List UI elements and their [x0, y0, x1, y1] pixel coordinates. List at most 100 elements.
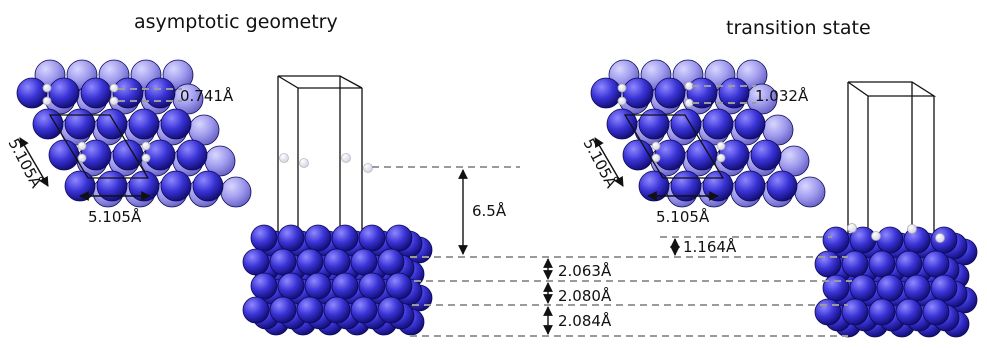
- surface-atom: [670, 108, 702, 140]
- title-asymptotic-geometry: asymptotic geometry: [134, 11, 338, 33]
- label-layer-3: 2.084Å: [558, 311, 612, 330]
- slab-atom: [814, 298, 842, 326]
- slab-atom: [242, 296, 270, 324]
- slab-atom: [377, 248, 405, 276]
- label-layer-1: 2.063Å: [558, 261, 612, 280]
- label-cell-side-right: 5.105Å: [579, 135, 621, 192]
- slab-atom: [903, 274, 931, 302]
- slab-atom: [304, 224, 332, 252]
- hydrogen-atom: [716, 141, 726, 151]
- surface-atom: [622, 77, 654, 109]
- slab-atom: [277, 224, 305, 252]
- surface-atom: [64, 108, 96, 140]
- vacuum-box-left: [277, 75, 363, 245]
- slab-atom: [331, 272, 359, 300]
- top-view-slab-right: [590, 59, 826, 208]
- slab-atom: [385, 224, 413, 252]
- slab-atom: [323, 248, 351, 276]
- slab-atom: [822, 226, 850, 254]
- slab-atom: [350, 296, 378, 324]
- slab-atom: [269, 248, 297, 276]
- top-view-slab-left: [16, 59, 252, 208]
- surface-atom: [638, 108, 670, 140]
- slab-atom: [876, 274, 904, 302]
- slab-atom: [922, 250, 950, 278]
- hydrogen-atom: [109, 96, 119, 106]
- hydrogen-atom: [935, 233, 945, 243]
- surface-atom: [654, 77, 686, 109]
- unit-cell-outline-right: [623, 114, 725, 179]
- surface-atom: [734, 170, 766, 202]
- surface-atom: [16, 77, 48, 109]
- title-transition-state: transition state: [726, 17, 871, 39]
- hydrogen-atom: [871, 231, 881, 241]
- hydrogen-atom: [109, 83, 119, 93]
- slab-atom: [895, 298, 923, 326]
- slab-atom: [323, 296, 351, 324]
- hydrogen-atom: [77, 141, 87, 151]
- slab-atom: [277, 272, 305, 300]
- slab-atom: [377, 296, 405, 324]
- slab-atom: [922, 298, 950, 326]
- hydrogen-atom: [907, 224, 917, 234]
- hydrogen-atom: [847, 223, 857, 233]
- slab-atom: [868, 298, 896, 326]
- slab-atom: [358, 272, 386, 300]
- hydrogen-atom: [716, 153, 726, 163]
- unit-cell-outline-left: [48, 114, 150, 179]
- surface-atom: [734, 108, 766, 140]
- hydrogen-atom: [141, 153, 151, 163]
- side-view-slab-right: [814, 223, 978, 338]
- surface-atom: [686, 139, 718, 171]
- slab-atom: [841, 250, 869, 278]
- surface-atom: [48, 77, 80, 109]
- label-h2-bond-right: 1.032Å: [755, 86, 809, 105]
- surface-atom: [220, 176, 252, 208]
- label-layer-2: 2.080Å: [558, 286, 612, 305]
- label-h2-bond-left: 0.741Å: [180, 86, 234, 105]
- hydrogen-atom: [42, 96, 52, 106]
- label-height-right: 1.164Å: [683, 237, 737, 256]
- slab-atom: [296, 248, 324, 276]
- slab-atom: [304, 272, 332, 300]
- h2-molecules-left: [279, 153, 373, 173]
- surface-atom: [160, 170, 192, 202]
- surface-atom: [750, 139, 782, 171]
- slab-atom: [385, 272, 413, 300]
- slab-atom: [895, 250, 923, 278]
- vacuum-box-right: [847, 81, 937, 240]
- surface-atom: [128, 108, 160, 140]
- slab-atom: [930, 274, 958, 302]
- surface-atom: [590, 77, 622, 109]
- surface-atom: [702, 108, 734, 140]
- slab-atom: [876, 226, 904, 254]
- hydrogen-atom: [617, 83, 627, 93]
- hydrogen-atom: [77, 153, 87, 163]
- slab-atom: [331, 224, 359, 252]
- slab-atom: [350, 248, 378, 276]
- cell-side-arrow-left: [19, 137, 49, 187]
- surface-atom: [606, 108, 638, 140]
- cell-side-arrow-right: [594, 137, 624, 187]
- label-cell-side-left: 5.105Å: [4, 135, 46, 192]
- surface-atom: [32, 108, 64, 140]
- slab-atom: [868, 250, 896, 278]
- hydrogen-atom: [42, 83, 52, 93]
- slab-atom: [250, 272, 278, 300]
- surface-atom: [192, 170, 224, 202]
- slab-atom: [250, 224, 278, 252]
- hydrogen-atom: [651, 141, 661, 151]
- surface-atom: [766, 170, 798, 202]
- surface-atom: [794, 176, 826, 208]
- surface-atom: [80, 77, 112, 109]
- slab-atom: [849, 274, 877, 302]
- slab-atom: [242, 248, 270, 276]
- side-view-slab-left: [242, 224, 433, 336]
- surface-atom: [144, 77, 176, 109]
- surface-atom: [160, 108, 192, 140]
- hydrogen-atom: [684, 81, 694, 91]
- slab-atom: [269, 296, 297, 324]
- hydrogen-atom: [617, 96, 627, 106]
- hydrogen-atom: [684, 98, 694, 108]
